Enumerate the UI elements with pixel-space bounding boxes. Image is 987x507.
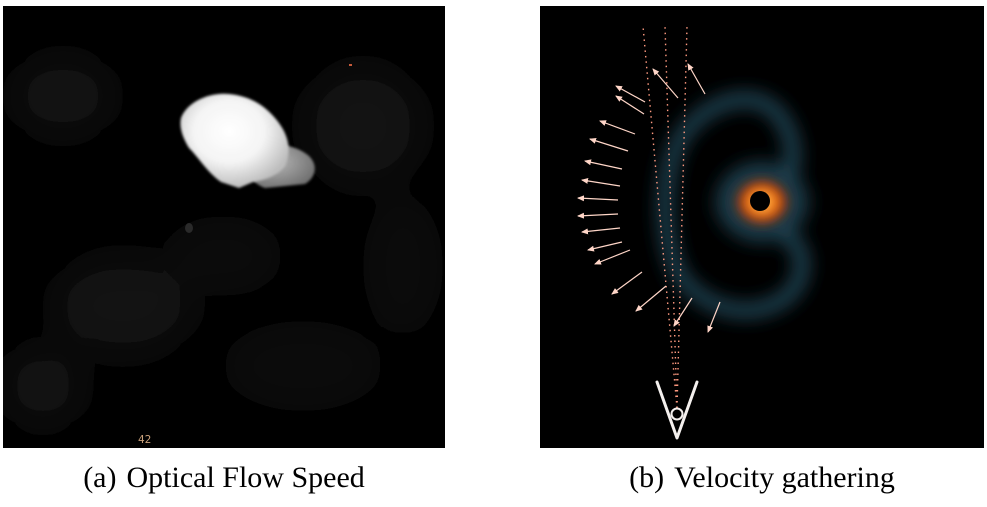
optical-flow-speed-image: 42 xyxy=(3,6,445,448)
velocity-arrow xyxy=(615,95,645,115)
background-noise xyxy=(3,56,443,426)
velocity-arrow xyxy=(594,249,631,265)
velocity-arrow xyxy=(652,68,679,99)
velocity-arrow xyxy=(615,85,646,103)
velocity-arrows xyxy=(577,63,721,333)
velocity-arrow xyxy=(707,301,721,333)
velocity-arrow xyxy=(577,212,619,219)
caption-a-tag: (a) xyxy=(83,461,117,494)
faint-spot xyxy=(185,223,193,233)
velocity-arrow xyxy=(611,271,643,295)
motion-blob xyxy=(180,93,289,188)
speck xyxy=(349,64,352,66)
caption-a: (a) Optical Flow Speed xyxy=(3,458,445,498)
hot-spot xyxy=(732,176,792,228)
optical-flow-svg: 42 xyxy=(3,6,445,448)
velocity-arrow xyxy=(635,285,667,312)
velocity-arrow xyxy=(673,297,693,327)
velocity-arrow xyxy=(581,227,621,235)
caption-b: (b) Velocity gathering xyxy=(540,458,984,498)
velocity-arrow xyxy=(577,195,619,202)
caption-b-tag: (b) xyxy=(629,461,665,494)
hot-core xyxy=(750,191,770,211)
velocity-gathering-image xyxy=(540,6,984,448)
projection-lines xyxy=(642,25,688,409)
caption-a-text: Optical Flow Speed xyxy=(126,461,365,494)
velocity-arrow xyxy=(587,241,623,252)
velocity-arrow xyxy=(584,159,623,170)
frame-number-label: 42 xyxy=(138,433,151,446)
velocity-arrow xyxy=(581,177,621,187)
velocity-arrow xyxy=(599,120,636,135)
camera-icon xyxy=(655,380,699,440)
velocity-arrow xyxy=(687,63,706,95)
caption-b-text: Velocity gathering xyxy=(674,461,895,494)
velocity-gathering-svg xyxy=(540,6,984,448)
velocity-arrow xyxy=(589,137,629,152)
